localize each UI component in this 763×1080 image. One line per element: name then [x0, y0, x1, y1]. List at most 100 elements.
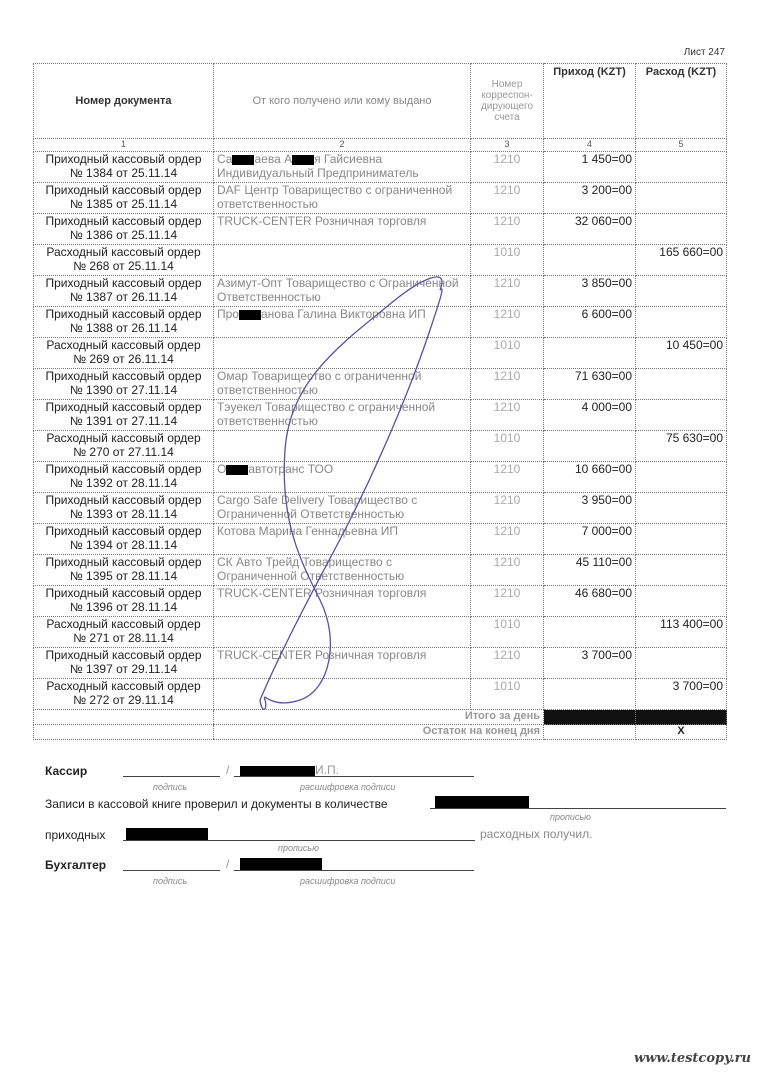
account-number: 1210 — [470, 275, 544, 307]
document-type: Приходный кассовый ордер — [45, 524, 202, 538]
expense-amount — [635, 368, 727, 400]
counterparty-text: анова Галина Викторовна ИП — [260, 307, 426, 321]
cashier-label: Кассир — [45, 764, 88, 778]
outgoing-text: расходных получил. — [480, 827, 593, 841]
document-number: Расходный кассовый ордер № 271 от 28.11.1… — [33, 616, 214, 648]
watermark: www.testcopy.ru — [634, 1051, 751, 1066]
document-ref: № 272 от 29.11.14 — [73, 693, 174, 707]
redacted-text — [232, 154, 255, 165]
account-number: 1210 — [470, 151, 544, 183]
count-line — [430, 808, 726, 809]
document-ref: № 1391 от 27.11.14 — [69, 414, 178, 428]
checked-text: Записи в кассовой книге проверил и докум… — [45, 797, 388, 811]
end-balance-label: Остаток на конец дня — [213, 724, 544, 740]
counterparty: Про анова Галина Викторовна ИП — [213, 306, 471, 338]
income-amount: 6 600=00 — [543, 306, 636, 338]
in-words-caption: прописью — [278, 843, 319, 853]
document-type: Приходный кассовый ордер — [45, 369, 202, 383]
document-number: Расходный кассовый ордер № 268 от 25.11.1… — [33, 244, 214, 276]
counterparty-text: TRUCK-CENTER Розничная торговля — [217, 648, 427, 662]
income-amount: 1 450=00 — [543, 151, 636, 183]
table-row: Расходный кассовый ордер № 269 от 26.11.1… — [33, 337, 727, 369]
document-ref: № 1392 от 28.11.14 — [69, 476, 178, 490]
account-number: 1210 — [470, 585, 544, 617]
counterparty: TRUCK-CENTER Розничная торговля — [213, 647, 471, 679]
header-expense: Расход (KZT) — [635, 63, 727, 139]
signature-caption: подпись — [153, 782, 188, 792]
counterparty-text: Про — [217, 307, 239, 321]
accountant-signature-line — [123, 870, 220, 871]
account-number: 1210 — [470, 461, 544, 493]
accountant-name-line — [234, 870, 474, 871]
counterparty-text: Тэуекел Товарищество с ограниченной отве… — [217, 400, 436, 428]
account-number: 1210 — [470, 647, 544, 679]
expense-amount — [635, 151, 727, 183]
expense-amount — [635, 492, 727, 524]
table-row: Расходный кассовый ордер № 270 от 27.11.1… — [33, 430, 727, 462]
document-type: Расходный кассовый ордер — [46, 679, 201, 693]
document-number: Приходный кассовый ордер № 1394 от 28.11.… — [33, 523, 214, 555]
expense-amount — [635, 399, 727, 431]
counterparty-text: Са — [217, 152, 233, 166]
document-type: Приходный кассовый ордер — [45, 586, 202, 600]
counterparty-text: Cargo Safe Delivery Товарищество с Огран… — [217, 493, 418, 521]
document-type: Расходный кассовый ордер — [46, 431, 201, 445]
income-amount: 71 630=00 — [543, 368, 636, 400]
document-ref: № 271 от 28.11.14 — [73, 631, 174, 645]
table-row: Расходный кассовый ордер № 272 от 29.11.1… — [33, 678, 727, 710]
income-amount — [543, 678, 636, 710]
expense-amount — [635, 585, 727, 617]
account-number: 1010 — [470, 337, 544, 369]
income-amount: 10 660=00 — [543, 461, 636, 493]
document-number: Приходный кассовый ордер № 1391 от 27.11.… — [33, 399, 214, 431]
cashier-name-line — [234, 776, 474, 777]
counterparty: Котова Марина Геннадьевна ИП — [213, 523, 471, 555]
redacted-name — [240, 765, 315, 776]
table-row: Приходный кассовый ордер № 1395 от 28.11.… — [33, 554, 727, 586]
counterparty-text: О — [217, 462, 227, 476]
counterparty: DAF Центр Товарищество с ограниченной от… — [213, 182, 471, 214]
document-type: Приходный кассовый ордер — [45, 214, 202, 228]
counterparty: Азимут-Опт Товарищество с Ограниченной О… — [213, 275, 471, 307]
decode-caption: расшифровка подписи — [300, 782, 396, 792]
redacted-accountant-name — [240, 857, 322, 870]
cashier-name: И.П. — [240, 763, 339, 777]
in-words-caption: прописью — [550, 812, 591, 822]
document-number: Приходный кассовый ордер № 1396 от 28.11.… — [33, 585, 214, 617]
table-row: Приходный кассовый ордер № 1386 от 25.11.… — [33, 213, 727, 245]
table-row: Приходный кассовый ордер № 1394 от 28.11.… — [33, 523, 727, 555]
document-ref: № 1397 от 29.11.14 — [69, 662, 178, 676]
header-income: Приход (KZT) — [543, 63, 636, 139]
header-account: Номер корреспон-дирующего счета — [470, 63, 544, 139]
end-balance-expense: X — [635, 724, 727, 740]
table-row: Расходный кассовый ордер № 268 от 25.11.1… — [33, 244, 727, 276]
counterparty-text: аева А — [254, 152, 293, 166]
incoming-label: приходных — [45, 828, 106, 842]
counterparty-text: DAF Центр Товарищество с ограниченной от… — [217, 183, 453, 211]
document-type: Приходный кассовый ордер — [45, 276, 202, 290]
document-number: Приходный кассовый ордер № 1386 от 25.11.… — [33, 213, 214, 245]
document-type: Расходный кассовый ордер — [46, 245, 201, 259]
income-amount: 3 700=00 — [543, 647, 636, 679]
income-amount: 3 850=00 — [543, 275, 636, 307]
document-ref: № 1395 от 28.11.14 — [69, 569, 178, 583]
decode-caption: расшифровка подписи — [300, 876, 396, 886]
table-row: Приходный кассовый ордер № 1392 от 28.11.… — [33, 461, 727, 493]
document-type: Приходный кассовый ордер — [45, 152, 202, 166]
income-amount: 3 950=00 — [543, 492, 636, 524]
header-counterparty: От кого получено или кому выдано — [213, 63, 471, 139]
expense-amount: 10 450=00 — [635, 337, 727, 369]
document-ref: № 1394 от 28.11.14 — [69, 538, 178, 552]
expense-amount: 75 630=00 — [635, 430, 727, 462]
document-type: Приходный кассовый ордер — [45, 307, 202, 321]
document-type: Расходный кассовый ордер — [46, 617, 201, 631]
table-row: Приходный кассовый ордер № 1397 от 29.11.… — [33, 647, 727, 679]
document-ref: № 1396 от 28.11.14 — [69, 600, 178, 614]
counterparty: TRUCK-CENTER Розничная торговля — [213, 585, 471, 617]
counterparty-text: СК Авто Трейд Товарищество с Ограниченно… — [217, 555, 405, 583]
signature-caption: подпись — [153, 876, 188, 886]
cash-book-table: Номер документа От кого получено или ком… — [33, 63, 727, 740]
document-type: Приходный кассовый ордер — [45, 555, 202, 569]
